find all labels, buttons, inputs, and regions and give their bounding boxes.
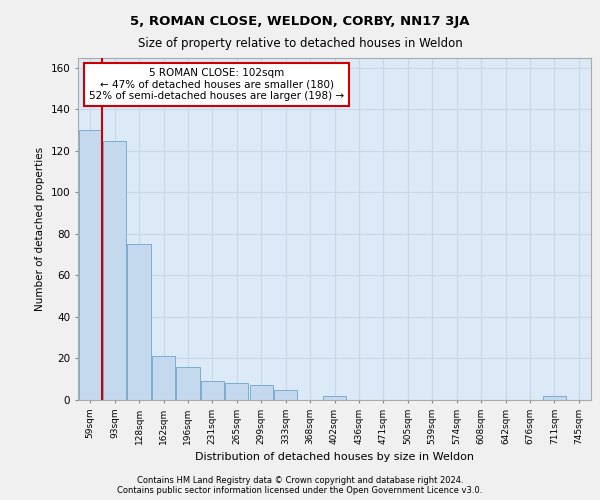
Text: Contains public sector information licensed under the Open Government Licence v3: Contains public sector information licen…	[118, 486, 482, 495]
Bar	[176, 367, 200, 400]
Text: Contains HM Land Registry data © Crown copyright and database right 2024.: Contains HM Land Registry data © Crown c…	[137, 476, 463, 485]
Bar	[103, 140, 126, 400]
Y-axis label: Number of detached properties: Number of detached properties	[35, 146, 45, 311]
Bar	[79, 130, 102, 400]
Text: 5, ROMAN CLOSE, WELDON, CORBY, NN17 3JA: 5, ROMAN CLOSE, WELDON, CORBY, NN17 3JA	[130, 15, 470, 28]
Bar	[274, 390, 297, 400]
Text: 5 ROMAN CLOSE: 102sqm
← 47% of detached houses are smaller (180)
52% of semi-det: 5 ROMAN CLOSE: 102sqm ← 47% of detached …	[89, 68, 344, 101]
Bar	[323, 396, 346, 400]
Bar	[543, 396, 566, 400]
Bar	[127, 244, 151, 400]
Bar	[225, 384, 248, 400]
Text: Size of property relative to detached houses in Weldon: Size of property relative to detached ho…	[137, 38, 463, 51]
Bar	[201, 382, 224, 400]
Bar	[250, 386, 273, 400]
Bar	[152, 356, 175, 400]
X-axis label: Distribution of detached houses by size in Weldon: Distribution of detached houses by size …	[195, 452, 474, 462]
